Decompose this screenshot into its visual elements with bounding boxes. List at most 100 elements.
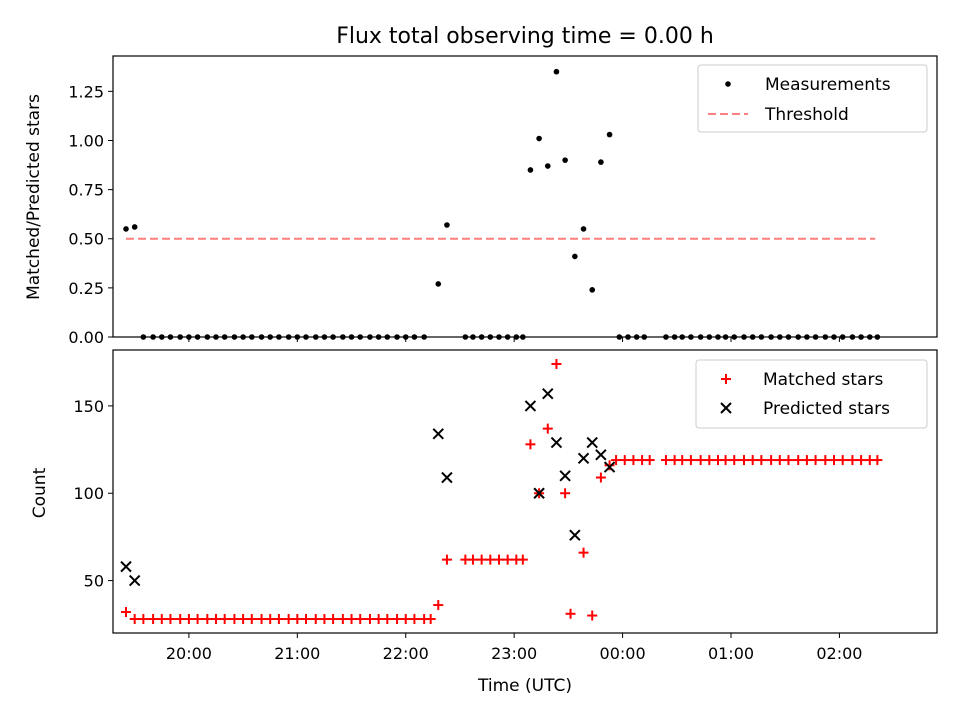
matched-star-point [319, 614, 330, 625]
legend-count-frame [695, 359, 928, 429]
y-tick-label-count: 150 [73, 397, 104, 416]
matched-star-point [820, 455, 831, 466]
measurement-point [158, 334, 165, 340]
matched-star-point [148, 614, 159, 625]
y-tick-label-ratio: 0.00 [68, 328, 104, 347]
matched-star-point [793, 455, 804, 466]
matched-star-point [328, 614, 339, 625]
predicted-stars-points [120, 387, 616, 587]
measurement-point [221, 334, 228, 340]
measurement-point [462, 334, 469, 340]
predicted-star-point [120, 560, 132, 573]
measurement-point [411, 334, 418, 340]
measurement-point [688, 334, 694, 340]
measurement-point [394, 334, 400, 340]
matched-star-point [810, 455, 821, 466]
matched-star-point [256, 614, 267, 625]
measurement-point [731, 334, 738, 340]
measurement-point [131, 224, 138, 230]
panel-count-frame [112, 349, 938, 634]
measurement-point [276, 334, 282, 340]
matched-star-point [747, 455, 758, 466]
matched-star-point [229, 614, 240, 625]
measurement-point [795, 334, 802, 340]
matched-star-point [493, 554, 504, 565]
matched-stars-points [121, 358, 883, 625]
matched-star-point [121, 607, 132, 618]
measurement-point [487, 334, 494, 340]
y-ticks-count: 50 100 150 [73, 397, 113, 591]
measurement-point [776, 334, 783, 340]
x-ticks-count: 20:00 21:00 22:00 23:00 00:00 01:00 02:00 [166, 633, 862, 663]
matched-star-point [400, 614, 411, 625]
matched-star-point [611, 455, 622, 466]
predicted-star-point [432, 428, 444, 440]
measurement-points [123, 68, 881, 340]
measurement-point [706, 334, 713, 340]
matched-star-point [211, 614, 221, 625]
matched-star-point [704, 455, 715, 466]
matched-star-point [300, 614, 311, 625]
measurement-point [520, 334, 526, 340]
measurement-point [822, 334, 829, 340]
predicted-star-point [595, 449, 607, 461]
matched-star-point [283, 614, 294, 625]
measurement-point [671, 334, 678, 340]
matched-star-point [560, 488, 571, 499]
matched-star-point [138, 614, 149, 625]
matched-star-point [872, 455, 883, 466]
matched-star-point [502, 554, 513, 565]
measurement-point [312, 334, 319, 340]
measurement-point [496, 334, 502, 340]
predicted-star-point [550, 436, 563, 449]
matched-star-point [219, 614, 230, 625]
y-tick-label-ratio: 1.00 [68, 131, 104, 150]
measurement-point [849, 334, 856, 340]
measurement-point [330, 334, 336, 340]
matched-star-point [551, 358, 562, 369]
measurement-point [536, 135, 542, 142]
measurement-point [285, 334, 292, 340]
measurement-point [213, 334, 219, 340]
measurement-point [150, 334, 156, 340]
matched-star-point [837, 455, 848, 466]
predicted-star-point [603, 461, 616, 473]
matched-star-point [355, 614, 366, 625]
matched-star-point [695, 455, 706, 466]
y-ticks-ratio: 0.00 0.25 0.50 0.75 1.00 1.25 [68, 82, 113, 347]
measurement-point [839, 334, 846, 340]
x-tick-label: 22:00 [383, 644, 429, 663]
measurement-point [697, 334, 704, 340]
matched-star-point [660, 455, 671, 466]
panel-count: Count Time (UTC) 50 100 150 20:00 21:00 22:0… [30, 349, 938, 696]
y-axis-label-count: Count [30, 467, 50, 518]
matched-star-point [467, 554, 478, 565]
measurement-point [874, 334, 881, 340]
measurement-point [258, 334, 265, 340]
measurement-point [384, 334, 391, 340]
matched-star-point [801, 455, 812, 466]
measurement-point [616, 334, 623, 340]
x-tick-label: 20:00 [166, 644, 212, 663]
predicted-star-point [559, 470, 571, 482]
matched-star-point [246, 614, 257, 625]
y-tick-label-ratio: 0.50 [68, 230, 104, 249]
matched-star-point [192, 614, 203, 625]
matched-star-point [685, 455, 696, 466]
measurement-point [504, 334, 511, 340]
measurement-point [858, 334, 864, 340]
matched-star-point [202, 614, 213, 625]
matched-star-point [720, 455, 731, 466]
matched-star-point [441, 554, 452, 565]
legend-ratio: Measurements Threshold [697, 64, 928, 133]
matched-star-point [766, 455, 777, 466]
measurement-point [435, 281, 442, 287]
y-tick-label-ratio: 0.75 [68, 181, 104, 200]
matched-star-point [729, 455, 740, 466]
measurement-point [375, 334, 382, 340]
matched-star-point [373, 614, 384, 625]
measurement-point [303, 334, 309, 340]
matched-star-point [175, 614, 186, 625]
matched-star-point [183, 614, 194, 625]
matched-star-point [485, 554, 496, 565]
